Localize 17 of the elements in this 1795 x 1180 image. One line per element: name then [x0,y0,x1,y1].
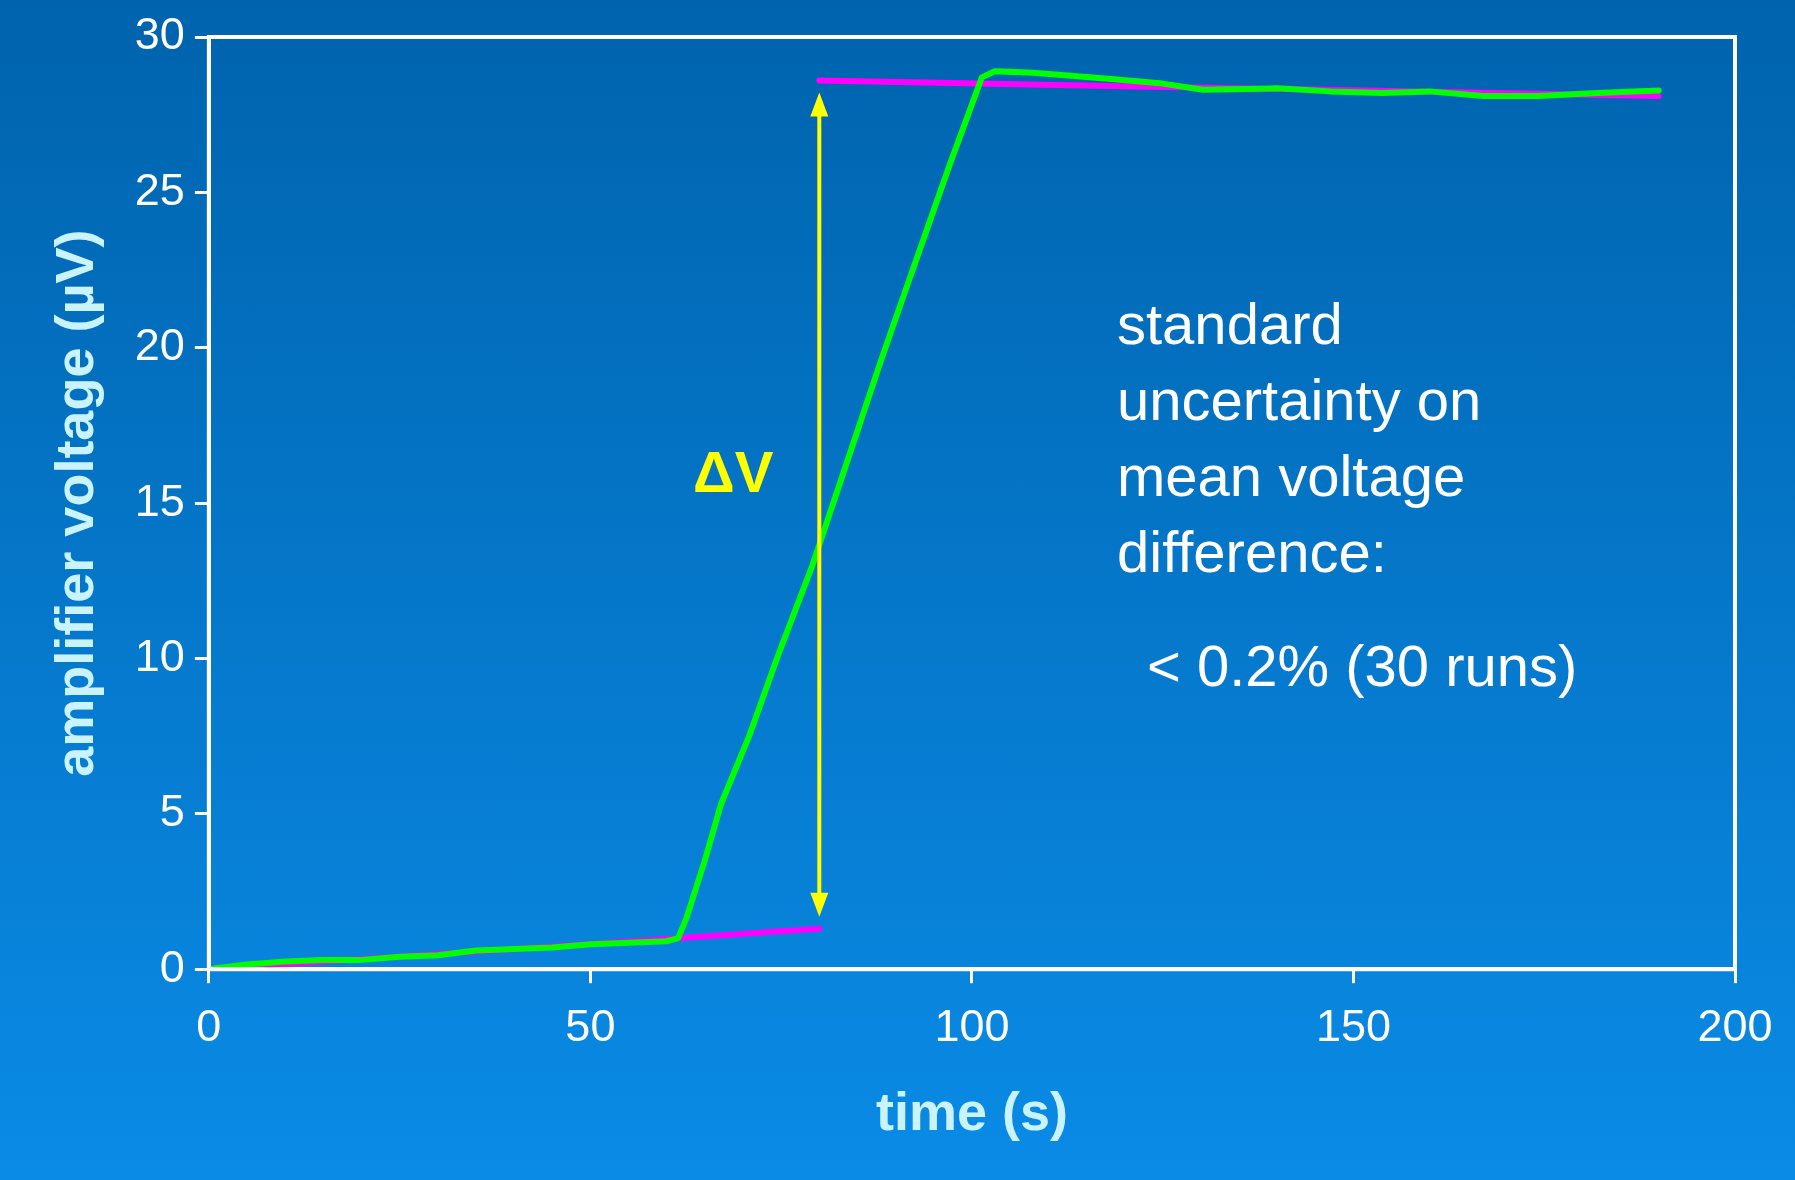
x-tick-label: 150 [1315,999,1392,1051]
x-tick-label: 50 [565,999,616,1051]
y-axis-title: amplifier voltage (µV) [44,229,105,777]
x-tick-label: 200 [1697,999,1773,1051]
y-tick-label: 0 [159,940,185,992]
y-tick-label: 5 [159,785,185,837]
y-tick-label: 25 [134,163,185,215]
x-axis-title: time (s) [875,1081,1068,1142]
annotation: ΔV [693,438,774,506]
y-tick-label: 30 [134,8,185,60]
x-tick-label: 100 [934,999,1010,1051]
y-tick-label: 10 [134,629,185,681]
y-tick-label: 20 [134,319,185,371]
x-tick-label: 0 [196,999,222,1051]
y-tick-label: 15 [134,474,185,526]
annotation: < 0.2% (30 runs) [1147,632,1578,700]
annotation: standard uncertainty on mean voltage difference: [1117,290,1483,586]
